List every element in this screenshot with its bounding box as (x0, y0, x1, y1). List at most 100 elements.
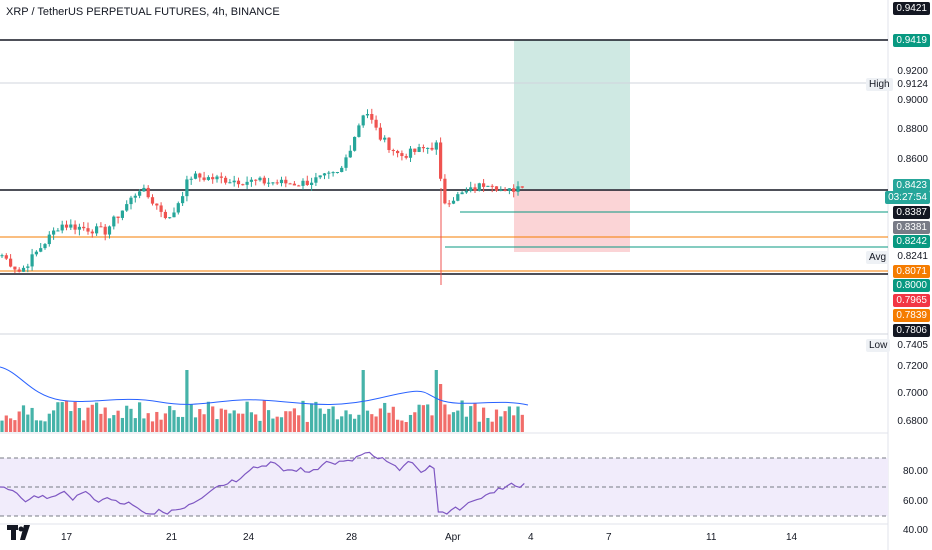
candle-body (297, 185, 301, 187)
candle-body (13, 266, 17, 270)
volume-bar (404, 421, 408, 432)
candle-body (232, 180, 236, 183)
candle-body (370, 114, 374, 120)
volume-bar (116, 410, 120, 432)
candle-body (206, 177, 210, 180)
candle-body (426, 147, 430, 149)
profit-zone (514, 40, 630, 189)
volume-bar (520, 414, 524, 432)
candle-body (159, 205, 163, 212)
volume-bar (142, 418, 146, 432)
price-tick: 0.9000 (897, 95, 928, 106)
volume-bar (86, 407, 90, 432)
volume-bar (417, 404, 421, 432)
volume-bar (322, 413, 327, 432)
candle-body (434, 142, 438, 150)
candle-body (451, 200, 456, 204)
low-tag: Low (866, 339, 891, 352)
candle-body (421, 147, 425, 149)
volume-bar (297, 415, 301, 432)
rsi-tick: 40.00 (902, 525, 928, 536)
volume-bar (490, 421, 494, 432)
price-pill: 0.8071 (893, 265, 930, 278)
candle-body (361, 115, 365, 126)
candle-body (322, 173, 327, 176)
price-pill: 0.8423 (893, 179, 930, 192)
candle-body (172, 212, 176, 218)
candle-body (52, 230, 56, 235)
volume-bar (271, 418, 275, 432)
candle-body (116, 216, 120, 218)
volume-bar (486, 417, 490, 432)
volume-bar (198, 409, 202, 432)
volume-bar (391, 406, 395, 432)
candle-body (340, 167, 344, 173)
time-label: Apr (445, 532, 461, 543)
volume-bar (228, 413, 232, 432)
candle-body (73, 224, 77, 230)
candle-body (181, 196, 185, 204)
candle-body (112, 216, 116, 227)
volume-bar (310, 403, 314, 432)
time-label: 24 (243, 532, 255, 543)
price-pill: 0.7965 (893, 294, 930, 307)
volume-bar (443, 404, 447, 432)
volume-bar (331, 406, 335, 432)
volume-bar (473, 403, 477, 432)
price-tick: 0.7200 (897, 361, 928, 372)
price-pill: 0.8000 (893, 279, 930, 292)
volume-bar (305, 421, 309, 432)
candle-body (86, 228, 90, 232)
candle-body (387, 137, 391, 151)
candle-body (64, 224, 69, 228)
candle-body (99, 226, 103, 228)
price-tick: 0.8241 (897, 251, 928, 262)
candle-body (430, 147, 434, 150)
tradingview-logo-icon[interactable] (6, 522, 32, 544)
price-pill: 03:27:54 (885, 191, 930, 204)
volume-bar (499, 416, 503, 432)
volume-bar (103, 407, 107, 432)
volume-bar (279, 417, 284, 432)
volume-bar (146, 413, 150, 432)
candle-body (150, 197, 155, 204)
candle-body (383, 137, 387, 140)
candle-body (249, 179, 253, 182)
candle-body (456, 194, 460, 201)
price-pill: 0.8387 (893, 206, 930, 219)
rsi-tick: 80.00 (902, 466, 928, 477)
volume-bar (374, 416, 378, 432)
volume-bar (451, 412, 456, 432)
volume-bar (107, 418, 112, 432)
volume-bar (254, 414, 258, 432)
volume-bar (189, 404, 193, 432)
candle-body (198, 173, 202, 178)
volume-bar (464, 416, 468, 432)
candle-body (305, 180, 309, 186)
volume-bar (301, 400, 305, 432)
volume-bar (314, 401, 318, 432)
volume-bar (512, 415, 516, 432)
candle-body (90, 231, 94, 234)
candle-body (486, 185, 490, 187)
volume-bar (73, 401, 77, 432)
candle-body (82, 226, 86, 229)
volume-bar (447, 414, 451, 432)
price-pill: 0.8242 (893, 235, 930, 248)
candle-body (215, 176, 219, 180)
volume-bar (344, 410, 348, 432)
candle-body (95, 226, 99, 234)
volume-bar (211, 406, 215, 432)
candle-body (107, 226, 112, 235)
volume-bar (477, 421, 481, 432)
volume-bar (69, 411, 73, 432)
candle-body (353, 136, 357, 151)
candle-body (391, 150, 395, 152)
candle-body (39, 248, 43, 252)
rsi-tick: 60.00 (902, 496, 928, 507)
volume-bar (176, 416, 180, 432)
candle-body (469, 187, 473, 191)
candle-body (176, 203, 180, 213)
volume-bar (77, 408, 81, 432)
